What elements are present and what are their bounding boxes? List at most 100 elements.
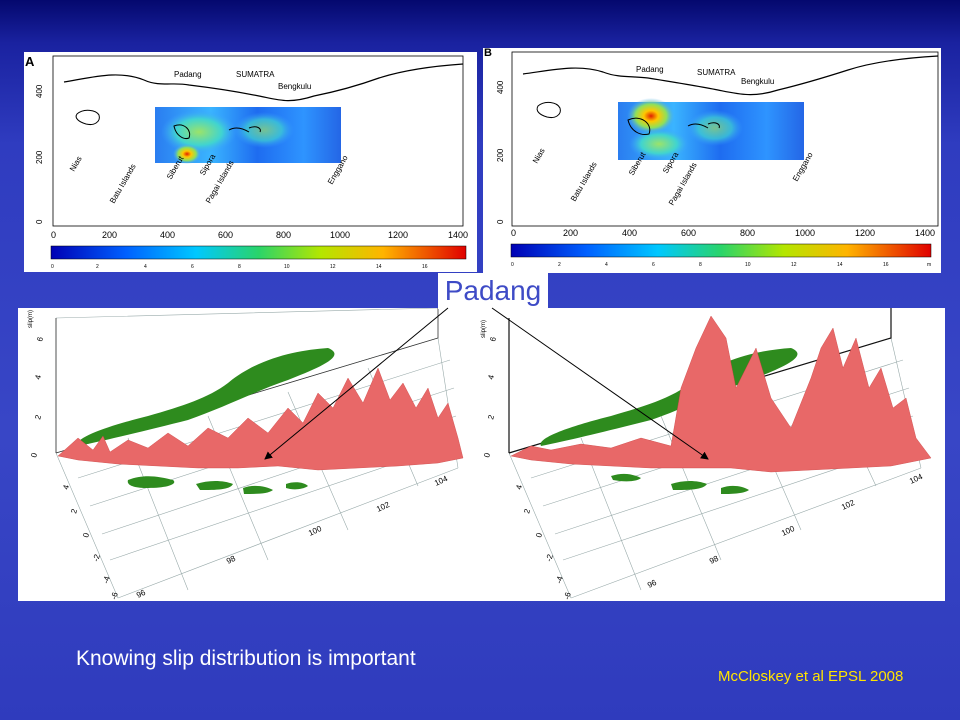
y-tick: 0 bbox=[496, 219, 505, 224]
x-tick: 0 bbox=[511, 228, 516, 238]
x-axis-ticks: 0 200 400 600 800 1000 1200 1400 bbox=[511, 228, 935, 238]
pagai-outline bbox=[228, 126, 261, 133]
colorbar-ticks: 0 2 4 6 8 10 12 14 16 bbox=[51, 264, 428, 270]
lat-tick: 0 bbox=[81, 531, 91, 538]
cbar-tick: 0 bbox=[51, 264, 54, 270]
panel-letter-b: B bbox=[484, 48, 492, 59]
x-tick: 200 bbox=[102, 230, 117, 240]
z-axis-ticks: slip(m) 0 2 4 6 bbox=[28, 310, 45, 459]
siberut-outline bbox=[627, 117, 651, 135]
sumatra-coastline bbox=[522, 55, 939, 96]
cbar-tick: 4 bbox=[144, 264, 147, 270]
x-tick: 1400 bbox=[448, 230, 468, 240]
cbar-tick: 10 bbox=[284, 264, 290, 270]
lat-tick: -4 bbox=[554, 575, 565, 585]
lon-axis-ticks: 96 98 100 102 104 bbox=[135, 474, 449, 600]
cbar-tick: 8 bbox=[238, 264, 241, 270]
x-tick: 600 bbox=[218, 230, 233, 240]
x-tick: 1400 bbox=[915, 228, 935, 238]
z-axis-ticks: slip(m) 0 2 4 6 bbox=[481, 320, 498, 459]
slip-patch-warm bbox=[629, 128, 689, 160]
y-tick: 400 bbox=[496, 80, 505, 94]
lat-tick: -2 bbox=[91, 553, 102, 563]
label-bengkulu: Bengkulu bbox=[278, 82, 311, 91]
x-tick: 400 bbox=[160, 230, 175, 240]
label-padang: Padang bbox=[636, 65, 664, 74]
cbar-tick: 10 bbox=[745, 262, 751, 268]
slip-surface bbox=[510, 315, 932, 473]
cbar-tick: 6 bbox=[652, 262, 655, 268]
lon-tick: 98 bbox=[225, 554, 237, 566]
slip-map-b: B Padang SUMATRA Bengkulu Nias Batu Isla… bbox=[483, 48, 941, 273]
y-tick: 400 bbox=[35, 84, 44, 98]
cbar-tick: 2 bbox=[96, 264, 99, 270]
label-sumatra: SUMATRA bbox=[697, 68, 736, 77]
lon-tick: 102 bbox=[840, 498, 856, 512]
cbar-tick: 2 bbox=[558, 262, 561, 268]
lon-tick: 96 bbox=[646, 578, 658, 590]
slip-patch-mid bbox=[687, 110, 743, 146]
z-tick: 2 bbox=[486, 413, 496, 420]
x-tick: 800 bbox=[276, 230, 291, 240]
z-tick: 0 bbox=[29, 451, 39, 458]
z-tick: 4 bbox=[486, 373, 496, 380]
island-land bbox=[127, 476, 308, 494]
z-tick: 4 bbox=[33, 373, 43, 380]
colorbar bbox=[510, 243, 932, 258]
slip-patch-mid bbox=[234, 112, 294, 148]
colorbar-ticks: 0 2 4 6 8 10 12 14 16 m bbox=[511, 262, 931, 268]
x-tick: 1000 bbox=[795, 228, 815, 238]
label-batu: Batu Islands bbox=[108, 162, 138, 205]
slide-caption: Knowing slip distribution is important bbox=[76, 647, 416, 670]
lat-tick: 2 bbox=[69, 507, 79, 514]
lat-tick: -6 bbox=[562, 591, 573, 601]
z-tick: 0 bbox=[482, 451, 492, 458]
lon-axis-ticks: 96 98 100 102 104 bbox=[646, 472, 924, 590]
slip-patch-hot bbox=[173, 144, 201, 164]
lon-tick: 98 bbox=[708, 554, 720, 566]
lat-tick: 4 bbox=[514, 483, 524, 490]
lon-tick: 100 bbox=[780, 524, 796, 538]
x-tick: 800 bbox=[740, 228, 755, 238]
x-tick: 1200 bbox=[388, 230, 408, 240]
citation: McCloskey et al EPSL 2008 bbox=[718, 668, 904, 685]
lon-tick: 102 bbox=[375, 500, 391, 514]
slip-map-a: A Padang SUMATRA Bengkulu Nias Batu Isla… bbox=[24, 52, 477, 272]
cbar-tick: 8 bbox=[699, 262, 702, 268]
z-label: slip(m) bbox=[28, 310, 34, 328]
y-axis-ticks: 0 200 400 bbox=[496, 80, 505, 224]
colorbar bbox=[50, 245, 467, 260]
x-tick: 400 bbox=[622, 228, 637, 238]
label-bengkulu: Bengkulu bbox=[741, 77, 774, 86]
y-tick: 200 bbox=[35, 150, 44, 164]
z-tick: 6 bbox=[488, 335, 498, 342]
lat-tick: 2 bbox=[522, 507, 532, 514]
z-label: slip(m) bbox=[481, 320, 487, 338]
x-tick: 1200 bbox=[855, 228, 875, 238]
cbar-tick: 14 bbox=[837, 262, 843, 268]
cbar-tick: 16 bbox=[883, 262, 889, 268]
nias-island bbox=[75, 109, 100, 125]
slip-patch-hot bbox=[627, 98, 675, 134]
label-nias: Nias bbox=[68, 155, 84, 173]
lon-tick: 100 bbox=[307, 524, 323, 538]
x-tick: 200 bbox=[563, 228, 578, 238]
x-tick: 1000 bbox=[330, 230, 350, 240]
lat-axis-ticks: 4 2 0 -2 -4 -6 bbox=[514, 483, 573, 600]
cbar-tick: 16 bbox=[422, 264, 428, 270]
pagai-outline bbox=[687, 122, 720, 129]
cbar-tick: 0 bbox=[511, 262, 514, 268]
slip-3d-left: slip(m) 0 2 4 6 4 2 0 -2 -4 -6 96 98 100… bbox=[18, 308, 471, 601]
label-padang: Padang bbox=[174, 70, 202, 79]
cbar-tick: 4 bbox=[605, 262, 608, 268]
lat-tick: 0 bbox=[534, 531, 544, 538]
map-frame bbox=[511, 51, 939, 227]
cbar-unit: m bbox=[927, 262, 931, 268]
sumatra-coastline bbox=[63, 63, 464, 102]
cbar-tick: 12 bbox=[330, 264, 336, 270]
panel-letter-a: A bbox=[25, 54, 35, 69]
nias-island bbox=[536, 101, 561, 118]
slip-patch-warm bbox=[161, 110, 237, 154]
lat-axis-ticks: 4 2 0 -2 -4 -6 bbox=[61, 483, 120, 600]
y-axis-ticks: 0 200 400 bbox=[35, 84, 44, 224]
